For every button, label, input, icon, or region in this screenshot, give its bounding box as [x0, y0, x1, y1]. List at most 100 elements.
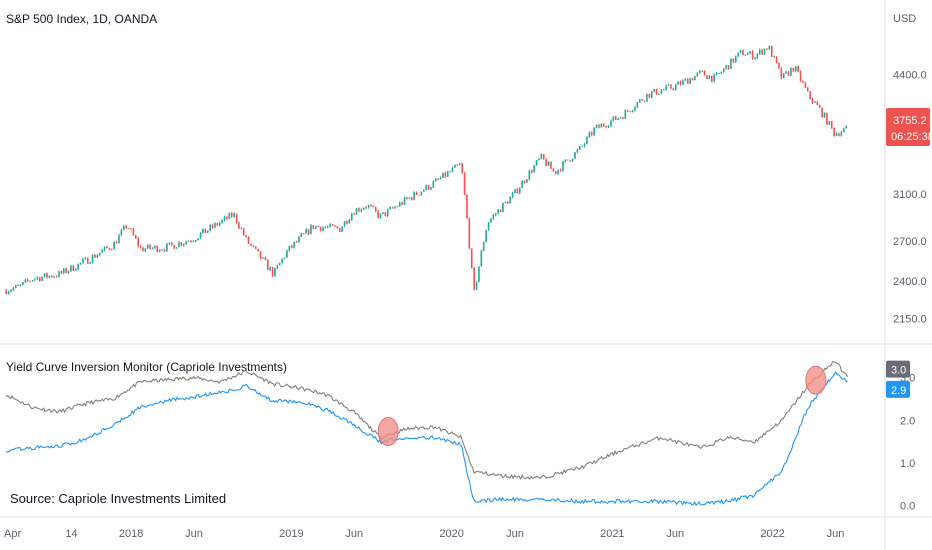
candle-body [478, 266, 480, 282]
candle-body [686, 78, 689, 84]
candle-body [564, 159, 567, 162]
candle-body [209, 224, 211, 231]
candle-body [751, 51, 754, 60]
candle-body [146, 244, 149, 249]
candle-body [446, 171, 449, 177]
candle-body [667, 84, 670, 86]
candle-body [331, 224, 334, 226]
candle-body [694, 75, 696, 81]
candle-body [307, 229, 310, 234]
candle-body [118, 234, 120, 244]
candle-body [334, 225, 336, 227]
candle-body [62, 268, 65, 274]
candle-body [346, 221, 348, 224]
candle-body [787, 71, 790, 76]
candle-body [60, 271, 63, 274]
candle-body [739, 50, 742, 53]
candle-body [509, 197, 511, 204]
indicator-tick-label: 0.0 [900, 501, 915, 513]
candle-body [506, 201, 509, 204]
candle-body [619, 117, 622, 119]
candle-body [749, 51, 751, 54]
blue-series-line [5, 371, 848, 507]
candle-body [293, 241, 295, 248]
candle-body [526, 179, 528, 183]
candle-body [254, 246, 257, 249]
candle-body [53, 276, 55, 278]
candle-body [386, 209, 389, 216]
candle-body [67, 271, 70, 273]
candle-body [115, 241, 118, 244]
candle-body [718, 73, 720, 74]
candle-body [802, 80, 804, 83]
candle-body [180, 242, 183, 246]
candle-body [487, 222, 490, 231]
candle-body [497, 209, 499, 214]
candle-body [127, 228, 130, 229]
candle-body [754, 57, 756, 60]
indicator-badge-bg [886, 360, 910, 378]
candle-body [763, 48, 766, 55]
time-tick-label: Jun [185, 528, 203, 540]
candle-body [84, 257, 87, 260]
candle-body [576, 149, 579, 153]
candle-body [185, 241, 187, 244]
candle-body [439, 177, 442, 180]
candle-body [746, 53, 749, 55]
indicator-title: Yield Curve Inversion Monitor (Capriole … [6, 360, 287, 374]
candle-body [571, 158, 574, 162]
candle-body [406, 197, 408, 199]
candle-body [142, 247, 144, 252]
candle-body [677, 81, 679, 85]
candle-body [223, 216, 226, 220]
candle-body [230, 213, 233, 217]
candle-body [170, 242, 173, 245]
price-tick-label: 2700.0 [893, 236, 927, 248]
candle-body [682, 80, 684, 85]
candle-body [77, 263, 79, 270]
inversion-marker [377, 416, 399, 446]
time-tick-label: 2020 [439, 528, 463, 540]
candle-body [845, 126, 847, 129]
candle-body [420, 191, 423, 195]
candle-body [578, 146, 581, 150]
candle-body [353, 213, 355, 215]
candle-body [730, 58, 732, 69]
candle-body [89, 262, 91, 264]
candle-body [322, 227, 324, 231]
indicator-badge-bg [886, 380, 910, 398]
candle-body [38, 277, 41, 281]
time-tick-label: 2019 [279, 528, 303, 540]
candle-body [408, 197, 411, 199]
candle-body [533, 165, 535, 173]
candle-body [691, 78, 694, 81]
candle-body [55, 276, 58, 278]
candle-body [343, 221, 346, 227]
candle-body [734, 56, 737, 63]
candle-body [650, 91, 653, 98]
candle-body [202, 228, 204, 233]
candle-body [586, 136, 588, 144]
time-axis[interactable]: Apr 14 2018 Jun 2019 Jun 2020 Jun 2021 Jun 2022 Jun [4, 528, 844, 540]
candle-body [240, 228, 243, 230]
candle-body [574, 152, 576, 159]
candle-body [504, 201, 507, 203]
time-tick-label: Jun [345, 528, 363, 540]
candle-body [300, 234, 303, 237]
candle-body [816, 101, 819, 106]
candle-body [305, 229, 307, 234]
candle-body [187, 240, 190, 242]
price-badge-value: 3755.2 [893, 115, 927, 127]
candle-body [250, 243, 252, 246]
candle-body [638, 99, 641, 103]
candle-body [818, 105, 821, 108]
candle-body [295, 241, 298, 243]
candle-body [634, 107, 636, 111]
indicator-axis[interactable]: 3.02.01.00.03.02.9 [886, 360, 915, 513]
candle-body [168, 242, 171, 244]
candle-body [653, 89, 655, 92]
candle-body [173, 244, 175, 249]
candle-body [595, 124, 598, 128]
